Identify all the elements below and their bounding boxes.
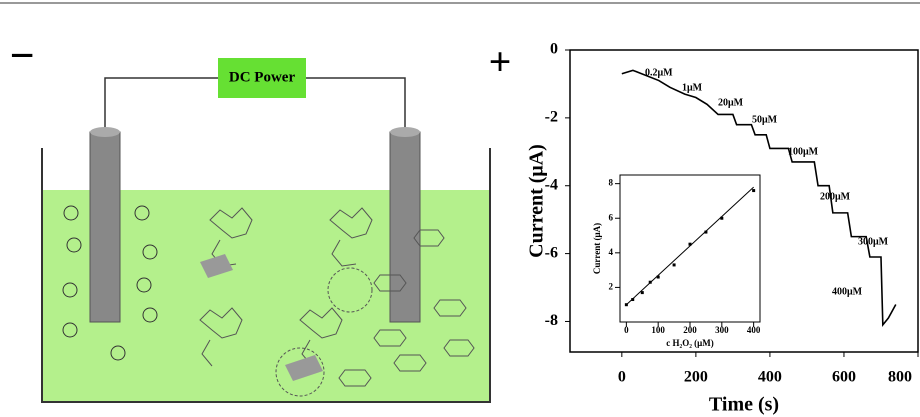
cathode-top (90, 127, 120, 137)
x-tick-label: 300 (715, 325, 729, 335)
data-point (704, 231, 707, 234)
figure: DC Power − + 02004006008000-2-4-6-8Time … (0, 0, 920, 417)
x-tick-label: 0 (618, 369, 626, 386)
data-point (720, 217, 723, 220)
concentration-label: 50μM (752, 114, 778, 125)
concentration-label: 0.2μM (645, 67, 673, 78)
plot-frame (570, 50, 918, 352)
x-tick-label: 400 (758, 369, 782, 386)
power-label: DC Power (229, 69, 296, 85)
electrolysis-diagram: DC Power − + (9, 31, 511, 402)
x-tick-label: 200 (683, 325, 697, 335)
concentration-label: 400μM (832, 286, 863, 297)
plus-sign: + (489, 39, 512, 84)
x-axis-label: Time (s) (709, 394, 779, 416)
y-tick-label: -2 (545, 109, 558, 126)
y-tick-label: 4 (609, 247, 614, 257)
data-point (673, 263, 676, 266)
x-tick-label: 600 (832, 369, 856, 386)
x-tick-label: 100 (651, 325, 665, 335)
fit-line (626, 187, 753, 305)
y-axis-label: Current (μA) (526, 144, 548, 258)
concentration-label: 200μM (820, 191, 851, 202)
y-tick-label: 2 (609, 281, 614, 291)
y-tick-label: 8 (609, 178, 614, 188)
x-axis-label: c H₂O₂ (μM) (666, 338, 713, 348)
anode-top (390, 127, 420, 137)
x-tick-label: 800 (888, 369, 912, 386)
data-point (649, 281, 652, 284)
y-tick-label: 6 (609, 212, 614, 222)
data-point (625, 303, 628, 306)
y-axis-label: Current (μA) (592, 223, 602, 274)
plot-frame (620, 175, 760, 322)
x-tick-label: 400 (747, 325, 761, 335)
x-tick-label: 0 (624, 325, 629, 335)
x-tick-label: 200 (684, 369, 708, 386)
concentration-label: 300μM (858, 236, 889, 247)
concentration-label: 100μM (788, 146, 819, 157)
data-point (657, 276, 660, 279)
y-tick-label: -8 (545, 312, 558, 329)
cathode (90, 132, 120, 322)
concentration-label: 20μM (718, 97, 744, 108)
data-point (752, 189, 755, 192)
concentration-label: 1μM (682, 82, 703, 93)
y-tick-label: 0 (550, 41, 558, 58)
data-point (641, 291, 644, 294)
data-point (631, 298, 634, 301)
anode (390, 132, 420, 322)
minus-sign: − (9, 31, 34, 80)
data-point (689, 243, 692, 246)
